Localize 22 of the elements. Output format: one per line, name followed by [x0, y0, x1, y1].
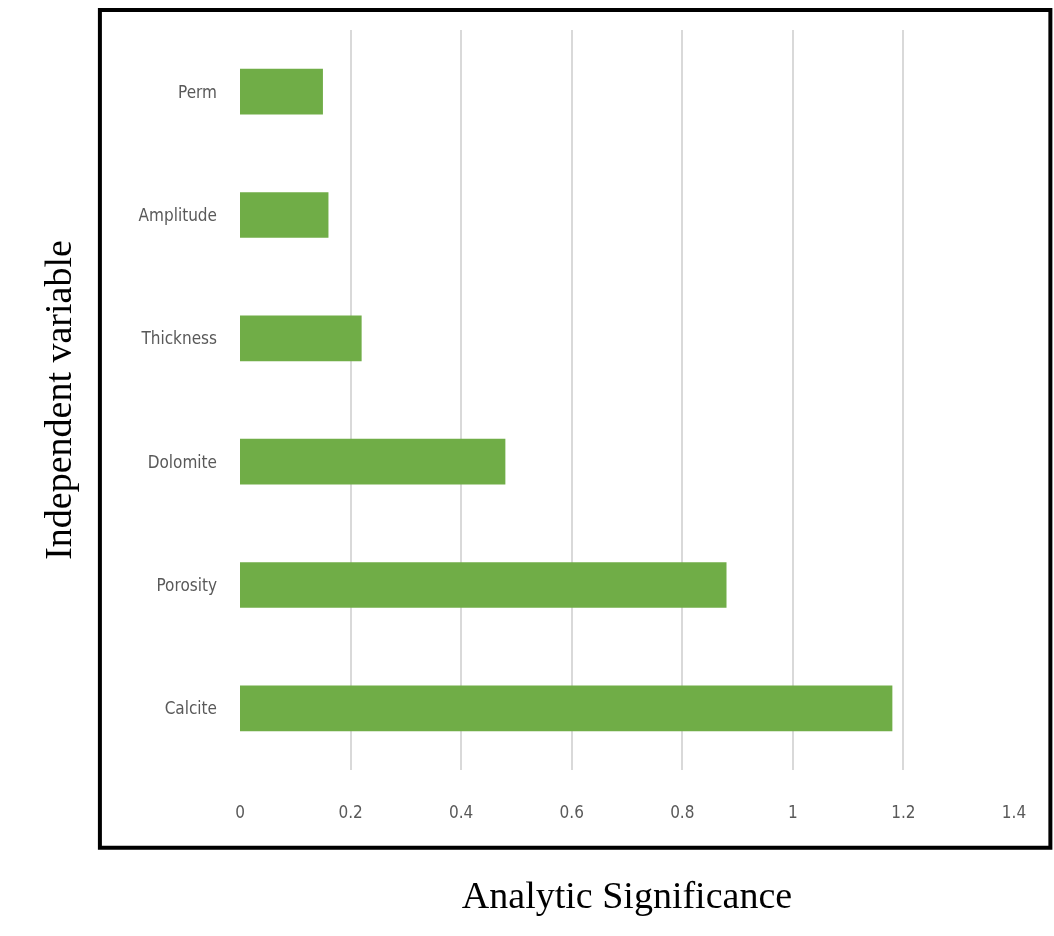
y-tick-label: Calcite	[164, 698, 217, 719]
y-tick-label: Porosity	[156, 574, 217, 595]
x-tick-label: 1.2	[891, 802, 916, 822]
x-tick-label: 0.8	[670, 802, 695, 822]
x-tick-label: 0.2	[338, 802, 363, 822]
bar	[240, 685, 893, 732]
x-tick-label: 0.6	[559, 802, 584, 822]
y-tick-label: Perm	[178, 81, 217, 102]
x-axis-title: Analytic Significance	[461, 874, 793, 917]
x-tick-label: 1	[787, 802, 798, 822]
bar	[240, 438, 506, 485]
y-tick-label: Thickness	[140, 328, 218, 349]
bar	[240, 562, 727, 608]
y-tick-label: Dolomite	[147, 451, 217, 472]
bar	[240, 315, 362, 362]
x-tick-label: 0	[235, 802, 245, 822]
y-tick-label: Amplitude	[138, 204, 217, 225]
bar	[240, 68, 323, 115]
x-tick-label: 0.4	[448, 802, 474, 822]
y-axis-title: Independent variable	[36, 240, 79, 560]
x-tick-label: 1.4	[1001, 802, 1027, 822]
bar	[240, 192, 329, 238]
